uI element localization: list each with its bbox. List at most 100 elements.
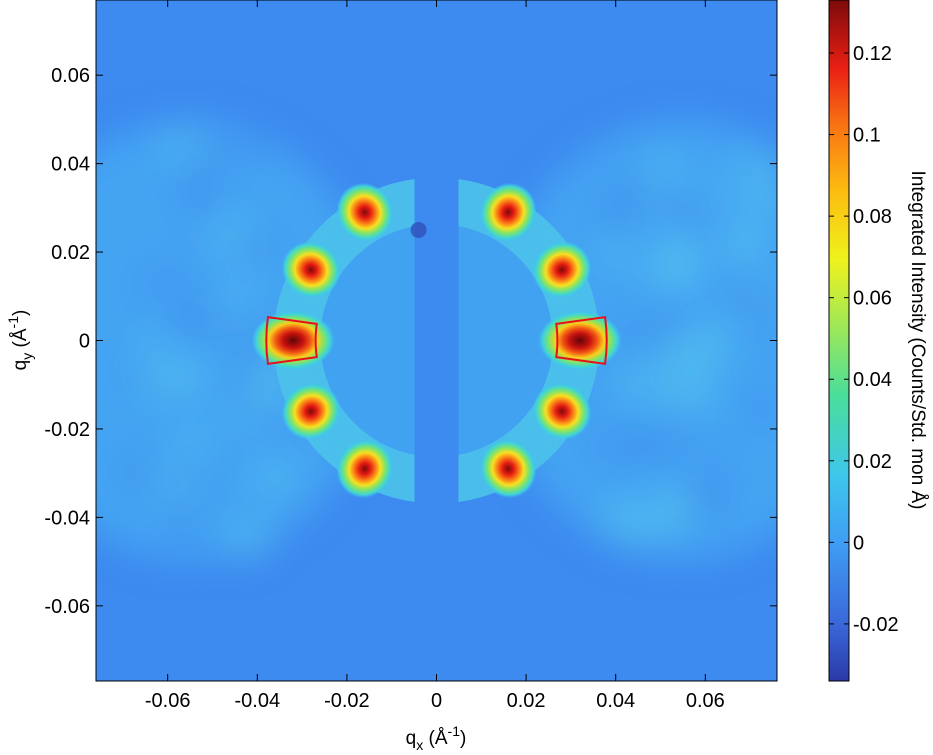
bragg-peak-3 xyxy=(281,382,341,440)
heatmap xyxy=(96,0,777,681)
integration-region-2 xyxy=(555,315,608,366)
diffuse-speckle xyxy=(603,498,647,541)
diffuse-speckle xyxy=(183,180,215,211)
diffuse-speckle xyxy=(690,490,720,520)
diffuse-scattering xyxy=(96,120,777,561)
diffuse-speckle xyxy=(235,408,257,429)
colorbar-tick-label: 0 xyxy=(853,532,864,554)
colorbar-ticks: 0.12 0.1 0.08 0.06 0.04 0.02 0 -0.02 xyxy=(829,43,899,636)
y-tick-label: -0.04 xyxy=(44,507,90,529)
diffuse-speckle xyxy=(739,389,766,416)
diffuse-speckle xyxy=(135,330,162,357)
diffuse-speckle xyxy=(216,385,245,413)
diffuse-speckle xyxy=(168,302,192,326)
bragg-peak-2 xyxy=(281,241,341,299)
diffuse-speckle xyxy=(592,385,618,411)
y-axis-ticks: 0.06 0.04 0.02 0 -0.02 -0.04 -0.06 xyxy=(44,65,777,618)
diffuse-speckle xyxy=(233,131,265,163)
diffuse-speckle xyxy=(737,147,767,177)
diffuse-speckle xyxy=(221,148,242,169)
x-axis-ticks: -0.06 -0.04 -0.02 0 0.02 0.04 0.06 xyxy=(145,0,725,712)
integration-region-1 xyxy=(265,315,318,366)
colorbar-tick-label: 0.12 xyxy=(853,43,892,65)
bragg-peaks xyxy=(251,182,622,499)
diffuse-speckle xyxy=(693,460,730,497)
diffuse-speckle xyxy=(233,264,260,291)
diffuse-speckle xyxy=(650,302,687,339)
diffuse-speckle xyxy=(158,260,191,293)
diffuse-speckle xyxy=(613,364,651,402)
diffuse-speckle xyxy=(691,320,733,362)
diffuse-speckle xyxy=(651,435,681,466)
bragg-peak-1 xyxy=(251,310,336,371)
y-tick-label: 0.04 xyxy=(51,154,90,176)
x-tick-label: -0.04 xyxy=(234,690,280,712)
diffuse-speckle xyxy=(159,375,182,398)
diffuse-speckle xyxy=(229,518,270,559)
y-tick-label: 0.06 xyxy=(51,65,90,87)
bragg-peak-4 xyxy=(336,182,394,242)
integration-regions xyxy=(265,315,608,366)
diffuse-speckle xyxy=(722,278,756,312)
y-axis-label: qy (Å-1) xyxy=(5,310,35,371)
diffuse-speckle xyxy=(116,454,146,483)
diffuse-speckle xyxy=(675,414,704,443)
diffuse-speckle xyxy=(619,314,654,349)
bragg-peak-6 xyxy=(537,310,622,371)
vertical-gap xyxy=(414,0,459,681)
y-tick-label: -0.02 xyxy=(44,419,90,441)
diffuse-speckle xyxy=(692,378,720,406)
x-tick-label: -0.02 xyxy=(324,690,370,712)
diffuse-speckle xyxy=(728,223,763,258)
diffuse-speckle xyxy=(256,459,294,497)
diffuse-speckle xyxy=(164,127,200,164)
diffuse-speckle xyxy=(641,153,681,192)
y-tick-label: 0.02 xyxy=(51,242,90,264)
x-tick-label: 0.04 xyxy=(596,690,635,712)
diffuse-speckle xyxy=(124,364,147,387)
x-axis-label: qx (Å-1) xyxy=(406,723,467,753)
dark-spot xyxy=(410,221,427,238)
colorbar: 0.12 0.1 0.08 0.06 0.04 0.02 0 -0.02 Integrated… xyxy=(828,0,928,682)
colorbar-tick-label: 0.1 xyxy=(853,125,881,147)
colorbar-tick-label: 0.06 xyxy=(853,288,892,310)
diffuse-speckle xyxy=(154,464,192,501)
bragg-peak-9 xyxy=(479,182,537,242)
x-tick-label: 0 xyxy=(431,690,442,712)
bragg-peak-10 xyxy=(479,439,537,499)
colorbar-tick-label: 0.04 xyxy=(853,369,892,391)
colorbar-tick-label: 0.08 xyxy=(853,206,892,228)
colorbar-label: Integrated Intensity (Counts/Std. mon Å) xyxy=(907,170,928,509)
diffuse-speckle xyxy=(754,324,776,346)
diffuse-speckle xyxy=(594,203,637,245)
diffuse-speckle xyxy=(177,424,208,455)
x-tick-label: 0.02 xyxy=(507,690,546,712)
bragg-peak-5 xyxy=(336,439,394,499)
colorbar-tick-label: -0.02 xyxy=(853,614,899,636)
bragg-peak-8 xyxy=(532,382,592,440)
diffuse-speckle xyxy=(740,178,777,217)
diffuse-speckle xyxy=(218,294,242,319)
diffuse-speckle xyxy=(236,229,278,270)
diffuse-speckle xyxy=(621,426,660,465)
x-tick-label: -0.06 xyxy=(145,690,191,712)
diffuse-speckle xyxy=(751,283,777,312)
diffuse-speckle xyxy=(669,188,710,229)
diffuse-speckle xyxy=(230,315,258,344)
bragg-peak-7 xyxy=(532,241,592,299)
diffuse-speckle xyxy=(641,517,664,540)
colorbar-gradient xyxy=(828,0,850,682)
diffuse-speckle xyxy=(649,251,693,295)
diffuse-speckle xyxy=(662,342,704,384)
colorbar-tick-label: 0.02 xyxy=(853,451,892,473)
y-tick-label: -0.06 xyxy=(44,596,90,618)
diffuse-speckle xyxy=(600,234,635,269)
y-tick-label: 0 xyxy=(79,331,90,353)
diffuse-speckle xyxy=(650,487,694,532)
center-region xyxy=(320,0,553,681)
diffuse-speckle xyxy=(177,505,205,533)
x-tick-label: 0.06 xyxy=(686,690,725,712)
diffuse-speckle xyxy=(584,430,608,454)
diffuse-speckle xyxy=(596,177,619,200)
